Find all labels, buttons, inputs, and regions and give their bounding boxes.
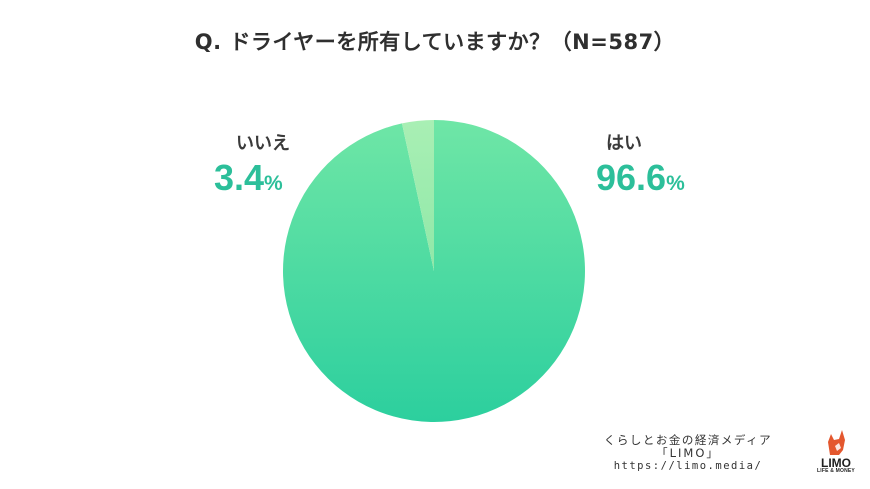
slice-value-no-number: 3.4 bbox=[214, 157, 265, 198]
fox-icon bbox=[828, 430, 845, 455]
brand-tagline: くらしとお金の経済メディア bbox=[603, 433, 773, 447]
slice-value-no: 3.4% bbox=[214, 160, 283, 196]
slice-label-yes: はい bbox=[606, 133, 642, 154]
slice-value-no-unit: % bbox=[264, 172, 283, 195]
brand-name: 「LIMO」 bbox=[656, 446, 720, 461]
slice-value-yes-unit: % bbox=[666, 172, 685, 195]
pie-slice-no bbox=[401, 120, 434, 271]
slice-value-yes: 96.6% bbox=[596, 160, 685, 196]
slice-value-yes-number: 96.6 bbox=[596, 157, 667, 198]
brand-url: https://limo.media/ bbox=[613, 460, 763, 473]
brand-caption: くらしとお金の経済メディア 「LIMO」 https://limo.media/ bbox=[568, 433, 808, 473]
logo-subtext: LIFE & MONEY bbox=[817, 468, 855, 474]
slice-label-no: いいえ bbox=[236, 133, 290, 154]
limo-logo: LIMO LIFE & MONEY bbox=[814, 428, 858, 474]
logo-text: LIMO bbox=[821, 456, 851, 470]
chart-title: Q. ドライヤーを所有していますか？（N=587） bbox=[194, 30, 676, 54]
